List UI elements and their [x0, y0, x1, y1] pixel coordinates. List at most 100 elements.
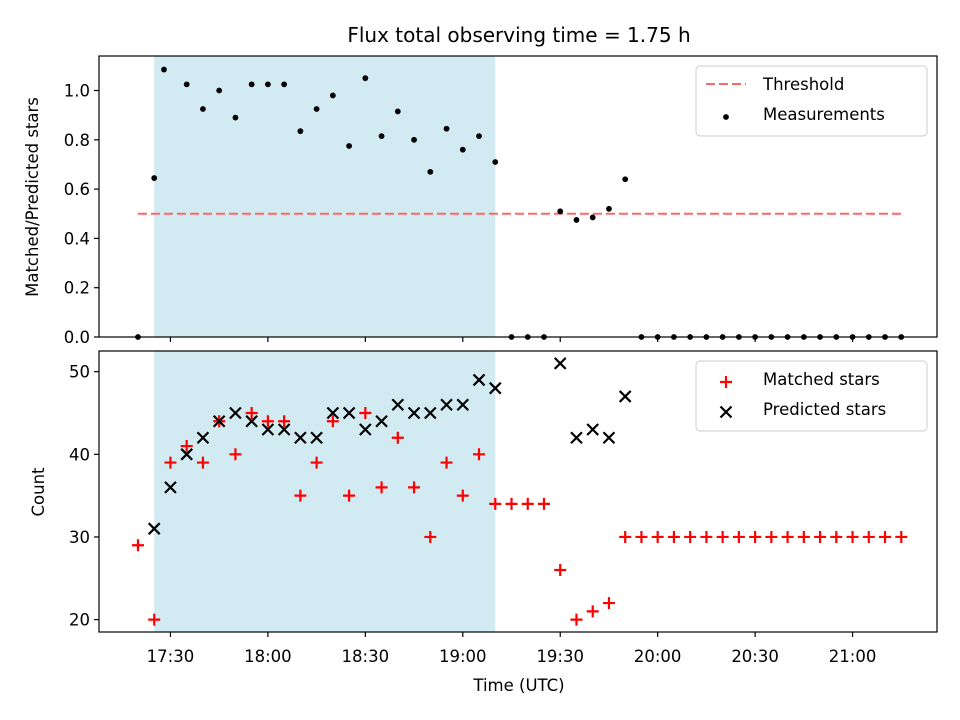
data-point	[408, 481, 421, 494]
data-point	[586, 605, 599, 618]
data-point	[635, 530, 648, 543]
x-tick-label: 18:00	[244, 647, 292, 666]
data-point	[456, 398, 470, 411]
data-point	[329, 92, 336, 99]
legend: Threshold Measurements	[695, 65, 928, 137]
data-point	[310, 431, 323, 445]
data-point	[343, 489, 356, 502]
plot-frame	[98, 350, 938, 633]
legend-swatch	[723, 114, 729, 120]
data-point	[476, 133, 482, 140]
y-tick-label: 20	[69, 611, 90, 630]
x-tick-label: 20:30	[731, 647, 779, 666]
top-panel: 0.0 0.2 0.4 0.6 0.8 1.0 Threshold Measurements	[64, 55, 938, 347]
data-point	[488, 381, 502, 395]
data-point	[164, 481, 177, 494]
x-tick-label: 20:00	[634, 647, 682, 666]
data-point	[456, 489, 469, 502]
data-point	[505, 497, 518, 510]
data-point	[765, 530, 778, 543]
legend: Matched stars Predicted stars	[695, 360, 928, 432]
data-point	[346, 143, 353, 149]
data-point	[570, 431, 583, 445]
y-tick-label: 0.0	[64, 328, 90, 347]
legend-label: Threshold	[762, 75, 844, 94]
data-point	[151, 175, 158, 181]
data-point	[362, 75, 369, 82]
data-point	[277, 423, 291, 436]
data-point	[378, 133, 385, 140]
legend-swatch	[720, 376, 732, 388]
data-point	[424, 406, 437, 420]
data-point	[326, 406, 340, 420]
y-tick-label: 0.4	[64, 229, 90, 248]
y-tick-label: 0.6	[64, 180, 90, 199]
data-point	[326, 415, 339, 428]
data-point	[232, 114, 239, 121]
data-point	[602, 431, 616, 445]
data-point	[554, 564, 567, 577]
data-point	[394, 108, 401, 115]
bottom-panel: 20 30 40 50 17:30 18:00 18:30 19:00 19:30 20:00 20…	[69, 350, 938, 666]
chart-title: Flux total observing time = 1.75 h	[347, 23, 690, 47]
data-point	[359, 406, 372, 419]
highlight-span	[154, 351, 496, 632]
data-point	[183, 81, 190, 88]
data-point	[391, 431, 404, 444]
data-point	[229, 406, 242, 420]
series-2-markers	[147, 357, 632, 535]
data-point	[313, 106, 320, 112]
data-point	[618, 390, 632, 403]
data-point	[131, 539, 144, 552]
data-point	[180, 448, 193, 461]
data-point	[248, 81, 255, 88]
y-tick-label: 40	[69, 445, 90, 464]
series-1-markers	[131, 406, 908, 626]
data-point	[147, 522, 161, 535]
data-point	[622, 176, 629, 183]
data-point	[310, 456, 323, 469]
data-point	[411, 136, 417, 143]
data-point	[407, 406, 421, 420]
data-point	[440, 456, 453, 469]
data-point	[164, 456, 177, 469]
data-point	[261, 415, 274, 428]
data-point	[586, 423, 599, 436]
data-point	[391, 398, 405, 411]
legend-label: Predicted stars	[763, 400, 886, 419]
data-point	[281, 81, 288, 88]
data-point	[261, 423, 275, 436]
data-point	[684, 530, 697, 543]
data-point	[245, 406, 258, 419]
data-point	[716, 530, 729, 543]
data-point	[830, 530, 843, 543]
data-point	[573, 217, 580, 223]
data-point	[700, 530, 713, 543]
data-point	[489, 497, 502, 510]
data-point	[606, 205, 612, 212]
data-point	[862, 530, 875, 543]
data-point	[492, 159, 499, 165]
data-point	[589, 214, 596, 221]
data-point	[619, 530, 632, 543]
y-tick-label: 30	[69, 528, 90, 547]
x-tick-label: 18:30	[342, 647, 390, 666]
y-tick-label: 0.2	[64, 279, 90, 298]
top-y-axis-label: Matched/Predicted stars	[23, 97, 42, 297]
data-point	[196, 431, 210, 445]
data-point	[359, 423, 372, 436]
plot-frame	[98, 55, 938, 338]
data-point	[375, 481, 388, 494]
y-tick-label: 1.0	[64, 82, 90, 101]
highlight-span	[154, 56, 496, 337]
data-point	[278, 415, 291, 428]
data-point	[440, 398, 453, 411]
data-point	[212, 414, 226, 428]
data-point	[732, 530, 745, 543]
y-tick-label: 0.8	[64, 131, 90, 150]
data-point	[424, 530, 437, 543]
legend-box	[695, 360, 928, 432]
data-point	[553, 357, 567, 370]
data-point	[781, 530, 794, 543]
